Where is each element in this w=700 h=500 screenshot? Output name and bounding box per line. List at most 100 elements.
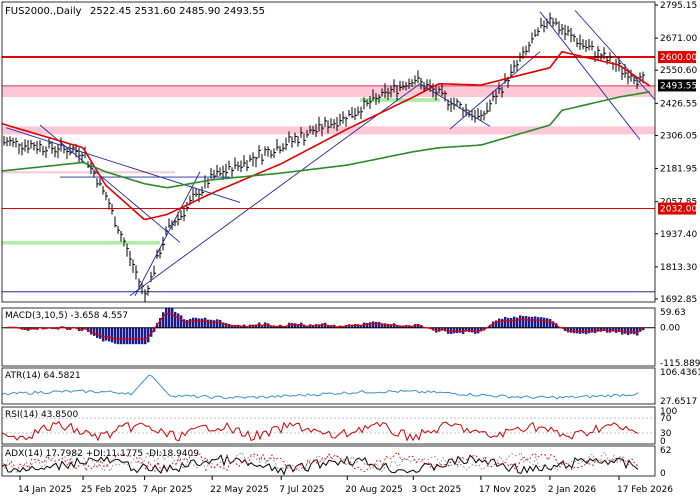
macd-bar (204, 317, 207, 329)
y-tick-label: 1692.85 (660, 295, 697, 305)
macd-bar (105, 327, 108, 341)
adx-tick-label: 0 (660, 469, 666, 479)
green-zone (2, 241, 160, 245)
macd-bar (492, 321, 495, 329)
x-tick-label: 25 Feb 2025 (81, 485, 137, 495)
chart-symbol: FUS2000.,Daily (5, 6, 82, 17)
macd-bar (633, 327, 636, 335)
macd-bar (378, 321, 381, 329)
x-tick-label: 22 May 2025 (210, 485, 269, 495)
macd-bar (201, 318, 204, 329)
macd-bar (369, 322, 372, 329)
macd-bar (96, 327, 99, 338)
macd-bar (495, 320, 498, 329)
macd-bar (453, 327, 456, 334)
macd-bar (345, 325, 348, 329)
y-tick-label: 2426.55 (660, 99, 697, 109)
macd-bar (546, 318, 549, 329)
rsi-title: RSI(14) 43.8500 (5, 410, 78, 420)
x-tick-label: 7 Apr 2025 (143, 485, 193, 495)
y-tick-label: 2550.60 (660, 66, 697, 76)
macd-bar (462, 327, 465, 334)
macd-bar (90, 327, 93, 335)
current-price-label: 2493.55 (660, 81, 697, 91)
macd-bar (132, 327, 135, 345)
support-zone (2, 86, 655, 98)
rsi-tick-label: 0 (660, 437, 666, 447)
atr-tick-label: 27.6517 (660, 397, 697, 407)
macd-bar (159, 317, 162, 329)
green-zone (360, 98, 440, 102)
macd-bar (156, 323, 159, 329)
current-price-tag (658, 79, 696, 92)
macd-bar (171, 308, 174, 329)
macd-bar (183, 319, 186, 329)
level-tag (658, 202, 696, 215)
macd-bar (390, 324, 393, 329)
macd-bar (282, 326, 285, 329)
macd-bar (240, 325, 243, 329)
macd-bar (270, 325, 273, 329)
trendline (129, 83, 421, 297)
adx-tick-label: 62 (660, 446, 671, 456)
macd-bar (189, 318, 192, 329)
macd-bar (306, 325, 309, 329)
macd-bar (258, 322, 261, 329)
macd-tick-label: 59.63 (660, 308, 686, 318)
macd-bar (195, 317, 198, 329)
panel-frame-rsi (1, 406, 656, 445)
atr-line (1, 374, 639, 400)
macd-bar (459, 327, 462, 333)
macd-bar (525, 316, 528, 329)
macd-bar (162, 312, 165, 329)
macd-bar (339, 325, 342, 329)
macd-bar (252, 324, 255, 329)
macd-bar (507, 317, 510, 329)
atr-title: ATR(14) 64.5821 (5, 371, 81, 381)
macd-bar (513, 316, 516, 329)
macd-bar (534, 316, 537, 329)
macd-bar (510, 318, 513, 329)
macd-bar (489, 324, 492, 329)
macd-bar (540, 317, 543, 329)
macd-bar (414, 324, 417, 329)
panel-frame-price (1, 1, 656, 303)
macd-bar (243, 324, 246, 329)
macd-bar (327, 325, 330, 329)
y-tick-label: 2306.05 (660, 131, 697, 141)
y-tick-label: 2181.95 (660, 165, 697, 175)
macd-bar (552, 321, 555, 329)
macd-bar (405, 325, 408, 329)
macd-bar (318, 324, 321, 329)
x-tick-label: 17 Feb 2026 (617, 485, 673, 495)
macd-bar (216, 319, 219, 329)
macd-title: MACD(3,10,5) -3.658 4.557 (5, 311, 128, 321)
macd-bar (498, 318, 501, 329)
y-tick-label: 1813.30 (660, 263, 697, 273)
macd-bar (150, 327, 153, 337)
macd-bar (381, 323, 384, 329)
macd-bar (222, 322, 225, 329)
macd-bar (582, 327, 585, 334)
macd-bar (576, 327, 579, 334)
rsi-tick-label: 100 (660, 407, 677, 417)
macd-bar (165, 307, 168, 329)
macd-bar (108, 327, 111, 342)
macd-bar (543, 317, 546, 329)
plus-di-line (1, 451, 639, 474)
macd-bar (192, 317, 195, 329)
macd-bar (354, 323, 357, 329)
trendline (39, 124, 181, 243)
macd-bar (372, 321, 375, 329)
macd-bar (384, 323, 387, 329)
macd-bar (408, 325, 411, 329)
macd-bar (261, 324, 264, 329)
trendline (449, 51, 541, 130)
macd-bar (288, 322, 291, 329)
macd-bar (300, 322, 303, 329)
macd-bar (99, 327, 102, 339)
macd-bar (528, 316, 531, 329)
macd-bar (351, 324, 354, 329)
macd-bar (111, 327, 114, 343)
